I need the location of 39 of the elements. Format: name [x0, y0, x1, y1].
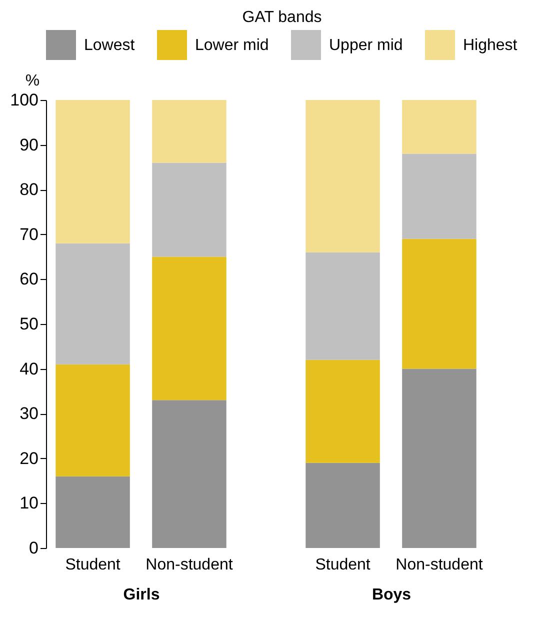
- x-tick-label: Student: [65, 556, 121, 574]
- y-tick-label: 80: [20, 180, 38, 200]
- bar: [306, 462, 380, 548]
- bar: [306, 360, 380, 463]
- y-tick-label: 100: [10, 90, 38, 110]
- bar: [402, 238, 476, 369]
- bar: [152, 256, 226, 400]
- y-tick-label: 10: [20, 494, 38, 513]
- y-tick-label: 50: [20, 314, 38, 334]
- bar: [56, 476, 130, 548]
- x-tick-label: Student: [315, 556, 371, 574]
- bar: [152, 400, 226, 548]
- bar: [152, 162, 226, 257]
- bar: [56, 243, 130, 364]
- bar: [152, 100, 226, 163]
- y-tick-label: 30: [20, 404, 38, 424]
- y-tick-label: 90: [20, 135, 38, 154]
- y-tick-label: 70: [20, 224, 38, 244]
- bar: [56, 364, 130, 476]
- x-tick-label: Non-student: [146, 556, 234, 574]
- legend-title: GAT bands: [242, 9, 322, 26]
- y-tick-label: 40: [20, 359, 38, 378]
- x-axis-title: Boys: [372, 586, 412, 604]
- y-axis-title: %: [25, 72, 40, 90]
- bar: [402, 100, 476, 154]
- bar: [402, 154, 476, 239]
- legend-label: Lowest: [84, 37, 136, 54]
- legend-label: Upper mid: [329, 37, 403, 54]
- bar: [402, 368, 476, 548]
- y-tick-label: 20: [20, 448, 38, 468]
- x-tick-label: Non-student: [396, 556, 484, 574]
- x-axis-title: Girls: [123, 586, 160, 604]
- legend-label: Lower mid: [195, 37, 269, 54]
- bar: [306, 100, 380, 252]
- legend-label: Highest: [463, 37, 518, 54]
- y-tick-label: 0: [29, 538, 38, 558]
- y-tick-label: 60: [20, 270, 38, 289]
- bar: [306, 252, 380, 360]
- bar: [56, 100, 130, 244]
